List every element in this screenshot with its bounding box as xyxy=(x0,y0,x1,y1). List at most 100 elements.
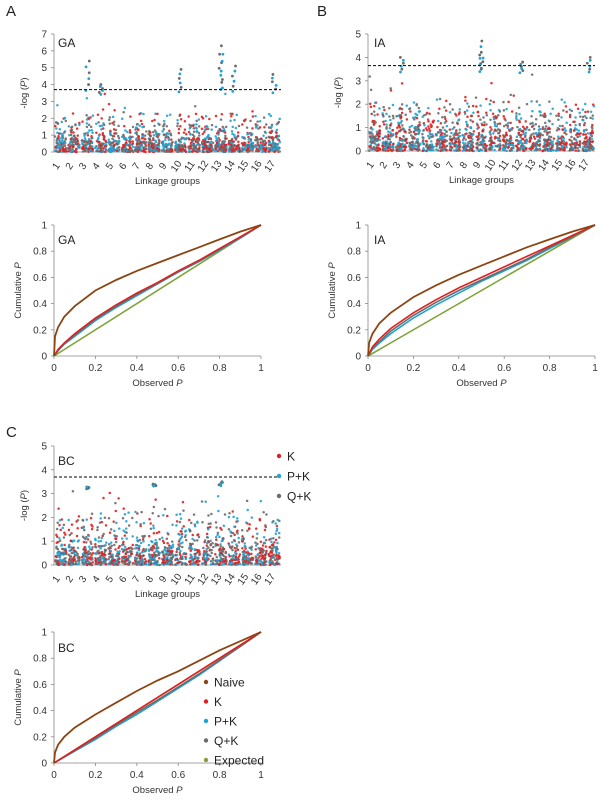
data-point xyxy=(275,557,279,561)
data-point xyxy=(140,137,144,140)
data-point xyxy=(243,545,247,548)
data-point xyxy=(462,146,465,149)
data-point xyxy=(545,128,548,132)
data-point xyxy=(234,126,238,130)
y-axis-title-var: P xyxy=(13,669,24,676)
data-point xyxy=(463,112,467,115)
data-point xyxy=(62,141,65,144)
data-point xyxy=(87,557,91,560)
data-point xyxy=(80,555,84,559)
data-point xyxy=(205,125,209,128)
data-point xyxy=(152,505,156,509)
data-point xyxy=(237,541,241,544)
y-tick-label: 2 xyxy=(41,513,47,524)
data-point xyxy=(175,513,178,516)
data-point xyxy=(570,109,573,113)
data-point xyxy=(139,149,142,152)
data-point xyxy=(273,147,277,150)
data-point xyxy=(58,551,61,554)
data-point xyxy=(144,563,148,566)
y-tick-label: 0 xyxy=(41,561,47,572)
x-tick-label: 0.4 xyxy=(452,363,466,374)
data-point xyxy=(58,127,62,131)
data-point xyxy=(271,549,274,553)
data-point xyxy=(274,554,278,558)
data-point xyxy=(371,120,374,124)
data-point xyxy=(372,110,376,113)
data-point xyxy=(264,141,268,145)
data-point xyxy=(490,128,493,131)
data-point xyxy=(109,549,113,553)
data-point xyxy=(56,562,59,566)
data-point xyxy=(251,147,255,151)
data-point xyxy=(275,527,279,531)
x-tick-label: 8 xyxy=(144,161,156,172)
data-point xyxy=(535,141,539,144)
data-point xyxy=(397,114,400,118)
data-point xyxy=(558,141,561,144)
peak-point xyxy=(270,80,274,84)
data-point xyxy=(373,101,377,105)
data-point xyxy=(441,138,444,141)
data-point xyxy=(376,149,379,152)
peak-point xyxy=(219,73,223,77)
data-point xyxy=(198,552,201,556)
data-point xyxy=(397,142,401,145)
data-point xyxy=(482,123,486,127)
data-point xyxy=(217,136,220,140)
data-point xyxy=(541,126,545,129)
data-point xyxy=(458,143,461,146)
data-point xyxy=(128,129,132,132)
data-point xyxy=(134,561,137,565)
data-point xyxy=(215,137,218,140)
data-point xyxy=(91,148,94,151)
data-point xyxy=(147,534,151,538)
peak-point xyxy=(179,85,183,89)
data-point xyxy=(211,141,215,144)
data-point xyxy=(135,142,139,146)
data-point xyxy=(83,141,87,144)
chart-title: BC xyxy=(58,641,75,655)
data-point xyxy=(264,143,267,147)
data-point xyxy=(71,558,74,561)
data-point xyxy=(450,131,453,135)
data-point xyxy=(122,529,125,532)
data-point xyxy=(389,87,392,90)
data-point xyxy=(432,119,435,122)
data-point xyxy=(121,550,125,553)
data-point xyxy=(183,142,186,145)
data-point xyxy=(97,540,100,543)
data-point xyxy=(168,549,172,553)
data-point xyxy=(561,147,565,151)
data-point xyxy=(94,552,98,556)
data-point xyxy=(254,126,258,129)
data-point xyxy=(241,558,244,562)
data-point xyxy=(148,138,151,141)
data-point xyxy=(201,150,205,154)
data-point xyxy=(75,520,78,523)
data-point xyxy=(165,553,168,556)
data-point xyxy=(515,118,519,121)
data-point xyxy=(68,533,72,537)
data-point xyxy=(152,532,156,535)
data-point xyxy=(456,133,459,136)
x-axis-title-var: P xyxy=(176,785,183,796)
data-point xyxy=(234,558,237,562)
data-point xyxy=(395,148,399,152)
data-point xyxy=(256,124,259,127)
data-point xyxy=(273,541,276,544)
data-point xyxy=(64,138,67,141)
data-point xyxy=(139,554,142,558)
data-point xyxy=(144,146,147,150)
data-point xyxy=(468,142,471,145)
data-point xyxy=(369,105,373,109)
data-point xyxy=(135,521,138,524)
data-point xyxy=(588,142,592,145)
data-point xyxy=(546,133,549,136)
data-point xyxy=(231,555,235,559)
data-point xyxy=(438,107,441,111)
data-point xyxy=(521,130,525,133)
data-point xyxy=(164,138,167,142)
data-point xyxy=(214,535,218,539)
data-point xyxy=(208,525,212,529)
